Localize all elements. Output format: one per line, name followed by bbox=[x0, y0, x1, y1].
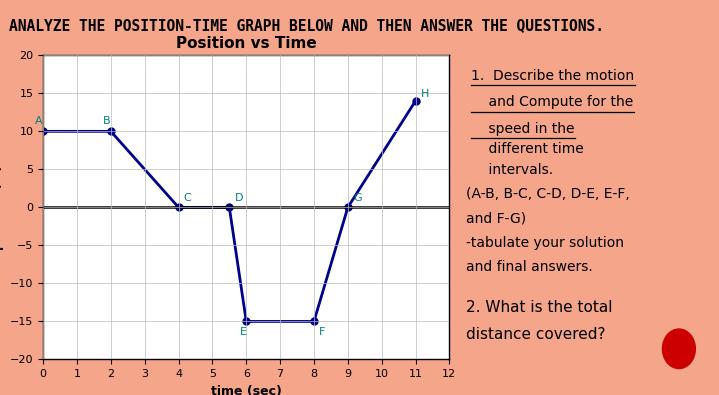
Text: different time: different time bbox=[472, 142, 584, 156]
Text: 2. What is the total: 2. What is the total bbox=[467, 300, 613, 315]
Text: ANALYZE THE POSITION-TIME GRAPH BELOW AND THEN ANSWER THE QUESTIONS.: ANALYZE THE POSITION-TIME GRAPH BELOW AN… bbox=[9, 18, 604, 33]
Text: 1.  Describe the motion: 1. Describe the motion bbox=[472, 69, 634, 83]
Text: (A-B, B-C, C-D, D-E, E-F,: (A-B, B-C, C-D, D-E, E-F, bbox=[467, 187, 630, 201]
Text: F: F bbox=[319, 327, 326, 337]
Text: distance covered?: distance covered? bbox=[467, 327, 606, 342]
X-axis label: time (sec): time (sec) bbox=[211, 385, 282, 395]
Y-axis label: position (m): position (m) bbox=[0, 165, 4, 250]
Text: C: C bbox=[183, 192, 191, 203]
Title: Position vs Time: Position vs Time bbox=[176, 36, 316, 51]
Text: and Compute for the: and Compute for the bbox=[472, 96, 633, 109]
Text: speed in the: speed in the bbox=[472, 122, 575, 136]
Text: intervals.: intervals. bbox=[472, 163, 554, 177]
Text: B: B bbox=[102, 117, 110, 126]
Text: A: A bbox=[35, 117, 42, 126]
Text: G: G bbox=[353, 192, 362, 203]
Text: and final answers.: and final answers. bbox=[467, 260, 593, 274]
Text: E: E bbox=[239, 327, 247, 337]
Circle shape bbox=[662, 329, 695, 369]
Text: H: H bbox=[421, 89, 429, 99]
Text: D: D bbox=[234, 192, 243, 203]
Text: and F-G): and F-G) bbox=[467, 211, 526, 225]
Text: -tabulate your solution: -tabulate your solution bbox=[467, 236, 624, 250]
